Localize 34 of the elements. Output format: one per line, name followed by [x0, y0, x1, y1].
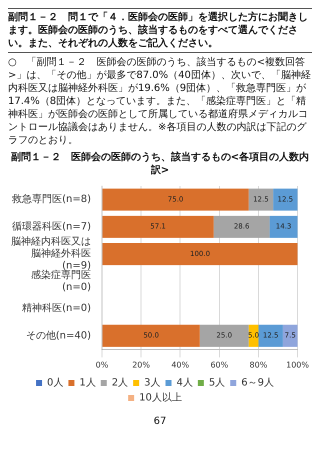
text: ○ 「副問１－２ 医師会の医師のうち、該当するもの<複数回答>」は、「その他」が最多で87.0%（40団体）、次いで、「脳神経内科医又は脳神経外科医」が19.6%（9団体）、「救急専門医」が17.4%（8団体）となっています。また、「感染症専門医」と「精神科医」が医師会の医師として所属している都道府県メディカルコントロール協議会はありません。※各項目の人数の内訳は下記のグラフのとおり。 [8, 56, 312, 147]
legend-label: 10人以上 [139, 392, 182, 404]
legend-label: 5人 [208, 378, 226, 389]
bar [273, 188, 298, 211]
x-tick-label: 0% [96, 360, 109, 370]
bar [200, 324, 249, 347]
x-tick-label: 60% [210, 360, 229, 370]
bar [102, 216, 214, 238]
text: 副問１－２ 問１で「４．医師会の医師」を選択した方にお聞きします。医師会の医師のうち、該当するものをすべて選んでください。また、それぞれの人数をご記入ください。 [8, 8, 312, 53]
legend-label: 2人 [112, 378, 128, 389]
legend-label: 3人 [144, 378, 161, 389]
bar [214, 216, 270, 238]
legend-label: 6～9人 [241, 378, 274, 389]
bar [282, 324, 298, 347]
y-tick-label: その他(n=40) [26, 329, 92, 342]
y-tick-label: 救急専門医(n=8) [11, 193, 92, 206]
y-tick-label: 循環器科医(n=7) [12, 220, 92, 232]
x-tick-label: 20% [132, 360, 150, 370]
x-tick-label: 40% [171, 360, 190, 370]
bar [258, 324, 283, 347]
x-tick-label: 100% [286, 360, 310, 370]
legend-label: 0人 [47, 378, 64, 389]
legend-label: 1人 [79, 378, 96, 389]
bar [248, 188, 274, 211]
bar [102, 243, 298, 266]
bar [270, 216, 298, 238]
y-tick-label: 精神科医(n=0) [22, 302, 92, 314]
y-tick-label: 感染症専門医(n=0) [31, 268, 92, 293]
x-tick-label: 80% [250, 360, 268, 370]
bar [102, 188, 249, 211]
chart-title: 副問１－２ 医師会の医師のうち、該当するもの<各項目の人数内訳> [10, 151, 310, 177]
bar [102, 324, 200, 347]
legend-label: 4人 [176, 378, 193, 389]
text: 67 [152, 415, 168, 428]
